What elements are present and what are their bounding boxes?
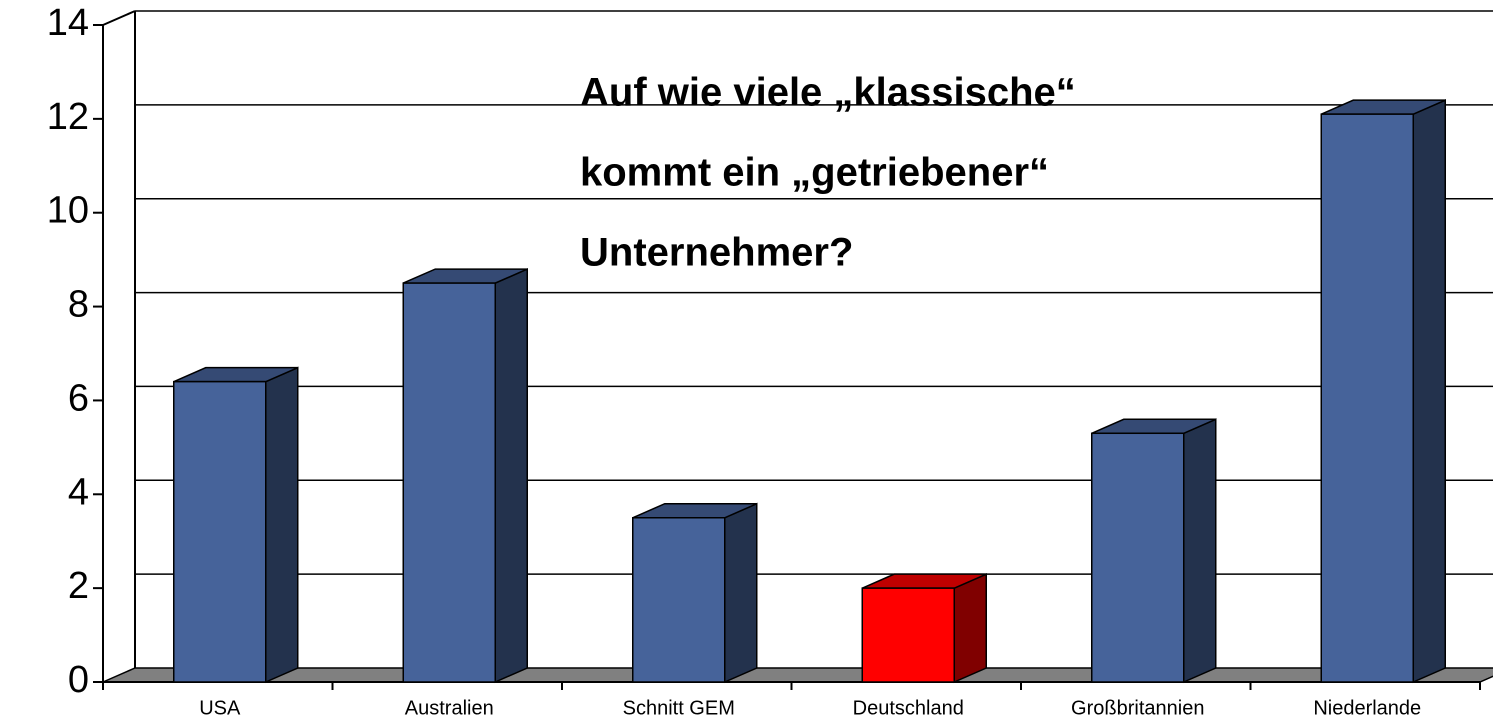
bar xyxy=(861,587,955,683)
bar-side xyxy=(1412,99,1446,684)
chart-title: Auf wie viele „klassische“ xyxy=(580,71,1076,115)
x-tick-label: Schnitt GEM xyxy=(623,697,735,719)
bar xyxy=(173,380,267,683)
chart-title: Unternehmer? xyxy=(580,231,853,275)
y-tick-label: 4 xyxy=(68,471,89,513)
y-tick-label: 6 xyxy=(68,377,89,419)
x-tick-label: Deutschland xyxy=(853,697,964,719)
bar-side xyxy=(724,502,758,684)
x-tick-label: Niederlande xyxy=(1313,697,1421,719)
floor xyxy=(102,667,1493,683)
x-tick-label: Australien xyxy=(405,697,494,719)
y-tick-label: 2 xyxy=(68,565,89,607)
bar xyxy=(402,282,496,683)
y-tick-label: 14 xyxy=(47,2,89,44)
y-tick-label: 10 xyxy=(47,190,89,232)
bar xyxy=(632,517,726,683)
y-tick-label: 8 xyxy=(68,284,89,326)
bar-side xyxy=(953,572,987,684)
bar xyxy=(1320,113,1414,683)
y-tick-label: 0 xyxy=(68,659,89,701)
chart-title: kommt ein „getriebener“ xyxy=(580,151,1049,195)
bar-side xyxy=(265,366,299,684)
bar xyxy=(1091,432,1185,683)
bar-side xyxy=(1183,418,1217,684)
bar-side xyxy=(494,267,528,684)
x-tick-label: USA xyxy=(199,697,241,719)
side-wall-top xyxy=(102,10,136,26)
y-tick-label: 12 xyxy=(47,96,89,138)
x-tick-label: Großbritannien xyxy=(1071,697,1204,719)
